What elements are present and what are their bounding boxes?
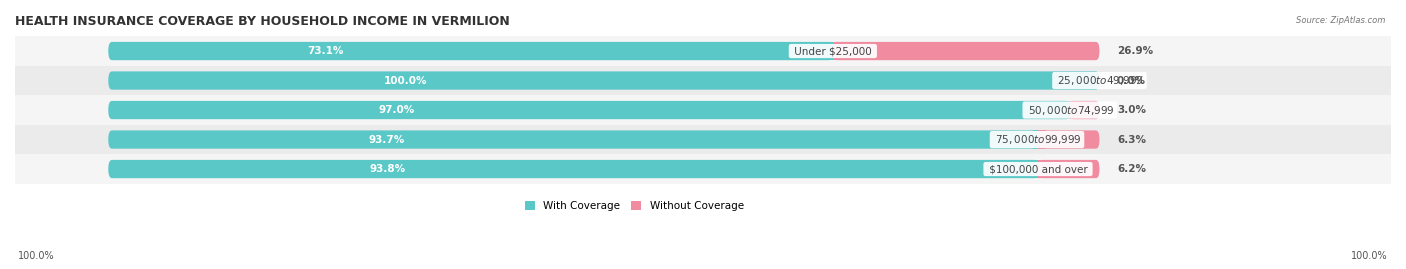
Text: $25,000 to $49,999: $25,000 to $49,999 bbox=[1054, 74, 1144, 87]
Bar bbox=[1066, 101, 1076, 119]
Bar bbox=[15, 36, 1391, 66]
Text: 97.0%: 97.0% bbox=[378, 105, 415, 115]
Bar bbox=[1038, 130, 1046, 149]
Text: HEALTH INSURANCE COVERAGE BY HOUSEHOLD INCOME IN VERMILION: HEALTH INSURANCE COVERAGE BY HOUSEHOLD I… bbox=[15, 15, 510, 28]
Bar bbox=[1035, 160, 1043, 178]
Text: 26.9%: 26.9% bbox=[1116, 46, 1153, 56]
FancyBboxPatch shape bbox=[108, 71, 1099, 90]
Text: $50,000 to $74,999: $50,000 to $74,999 bbox=[1025, 104, 1115, 116]
Text: 100.0%: 100.0% bbox=[1351, 251, 1388, 261]
Bar bbox=[1033, 130, 1043, 149]
FancyBboxPatch shape bbox=[108, 130, 1038, 149]
FancyBboxPatch shape bbox=[1070, 101, 1099, 119]
Text: 93.8%: 93.8% bbox=[370, 164, 405, 174]
Text: $75,000 to $99,999: $75,000 to $99,999 bbox=[991, 133, 1083, 146]
Bar bbox=[15, 95, 1391, 125]
Text: 100.0%: 100.0% bbox=[384, 76, 427, 86]
Bar bbox=[1038, 160, 1047, 178]
FancyBboxPatch shape bbox=[108, 42, 832, 60]
Bar bbox=[15, 66, 1391, 95]
Text: 0.0%: 0.0% bbox=[1116, 76, 1146, 86]
Text: 6.2%: 6.2% bbox=[1116, 164, 1146, 174]
Text: 100.0%: 100.0% bbox=[18, 251, 55, 261]
Bar bbox=[832, 42, 842, 60]
Bar bbox=[1070, 101, 1080, 119]
Bar bbox=[15, 125, 1391, 154]
FancyBboxPatch shape bbox=[1038, 130, 1099, 149]
Text: Under $25,000: Under $25,000 bbox=[790, 46, 875, 56]
Text: Source: ZipAtlas.com: Source: ZipAtlas.com bbox=[1295, 16, 1385, 25]
Text: 73.1%: 73.1% bbox=[308, 46, 344, 56]
Legend: With Coverage, Without Coverage: With Coverage, Without Coverage bbox=[520, 197, 748, 215]
Bar bbox=[830, 42, 838, 60]
FancyBboxPatch shape bbox=[832, 42, 1099, 60]
FancyBboxPatch shape bbox=[108, 101, 1070, 119]
FancyBboxPatch shape bbox=[108, 160, 1038, 178]
Text: $100,000 and over: $100,000 and over bbox=[986, 164, 1091, 174]
FancyBboxPatch shape bbox=[1038, 160, 1099, 178]
Bar bbox=[15, 154, 1391, 184]
Text: 3.0%: 3.0% bbox=[1116, 105, 1146, 115]
Text: 93.7%: 93.7% bbox=[368, 134, 405, 144]
Text: 6.3%: 6.3% bbox=[1116, 134, 1146, 144]
